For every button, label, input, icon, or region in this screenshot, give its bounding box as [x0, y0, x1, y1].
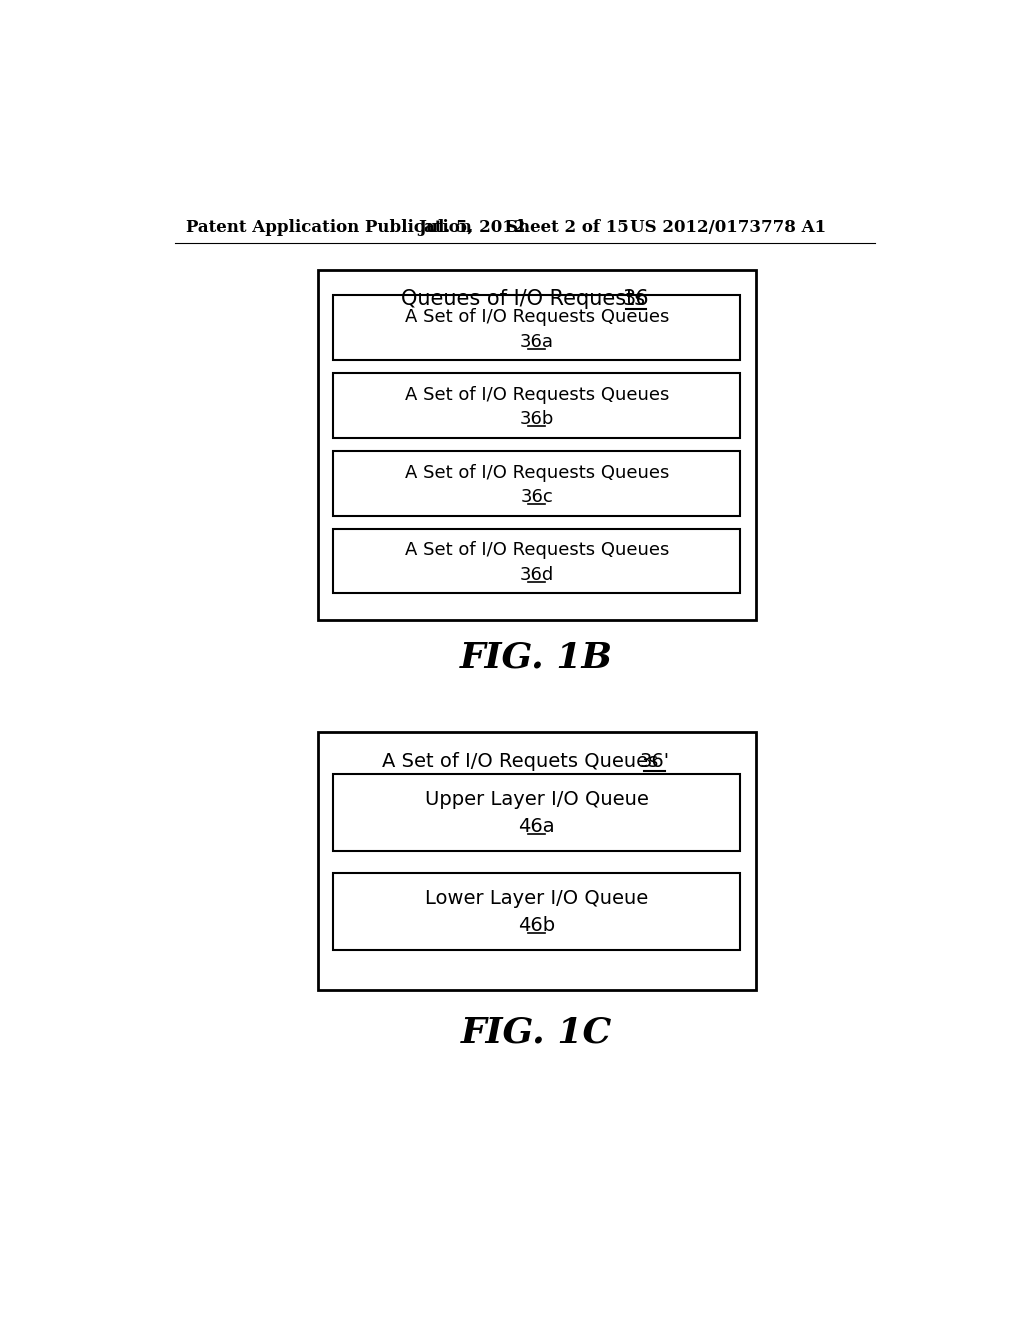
- Text: US 2012/0173778 A1: US 2012/0173778 A1: [630, 219, 826, 236]
- Text: Lower Layer I/O Queue: Lower Layer I/O Queue: [425, 888, 648, 908]
- Bar: [334, 296, 740, 360]
- Text: Jul. 5, 2012: Jul. 5, 2012: [419, 219, 526, 236]
- Text: 36: 36: [623, 289, 649, 309]
- Bar: [317, 733, 756, 990]
- Text: A Set of I/O Requests Queues: A Set of I/O Requests Queues: [404, 541, 669, 560]
- Text: FIG. 1C: FIG. 1C: [461, 1015, 612, 1049]
- Text: Patent Application Publication: Patent Application Publication: [186, 219, 472, 236]
- Bar: [334, 873, 740, 950]
- Text: 36a: 36a: [520, 333, 554, 351]
- Bar: [334, 529, 740, 594]
- Text: 36c: 36c: [520, 488, 553, 506]
- Text: Sheet 2 of 15: Sheet 2 of 15: [506, 219, 629, 236]
- Text: 46a: 46a: [518, 817, 555, 837]
- Bar: [317, 271, 756, 620]
- Text: 36b: 36b: [519, 411, 554, 429]
- Bar: [334, 451, 740, 516]
- Text: A Set of I/O Requets Queues: A Set of I/O Requets Queues: [382, 752, 657, 771]
- Bar: [334, 775, 740, 851]
- Text: 36': 36': [640, 752, 670, 771]
- Text: A Set of I/O Requests Queues: A Set of I/O Requests Queues: [404, 308, 669, 326]
- Text: A Set of I/O Requests Queues: A Set of I/O Requests Queues: [404, 463, 669, 482]
- Text: 46b: 46b: [518, 916, 555, 935]
- Text: Queues of I/O Requests: Queues of I/O Requests: [400, 289, 645, 309]
- Text: FIG. 1B: FIG. 1B: [461, 640, 613, 675]
- Text: A Set of I/O Requests Queues: A Set of I/O Requests Queues: [404, 385, 669, 404]
- Text: Upper Layer I/O Queue: Upper Layer I/O Queue: [425, 791, 649, 809]
- Bar: [334, 374, 740, 438]
- Text: 36d: 36d: [520, 566, 554, 583]
